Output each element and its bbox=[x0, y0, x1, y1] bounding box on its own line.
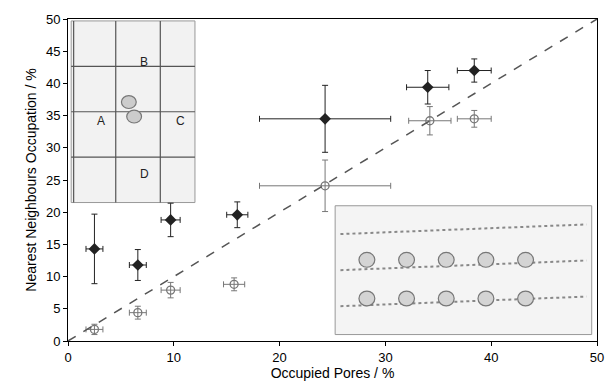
svg-text:Nearest Neighbours Occupation: Nearest Neighbours Occupation / % bbox=[23, 68, 39, 291]
svg-text:C: C bbox=[176, 114, 185, 128]
svg-text:35: 35 bbox=[46, 108, 60, 123]
svg-text:0: 0 bbox=[64, 350, 71, 365]
svg-text:30: 30 bbox=[46, 140, 60, 155]
svg-text:20: 20 bbox=[272, 350, 286, 365]
svg-text:Occupied Pores / %: Occupied Pores / % bbox=[271, 365, 395, 381]
svg-text:40: 40 bbox=[484, 350, 498, 365]
svg-text:D: D bbox=[140, 167, 149, 181]
svg-text:20: 20 bbox=[46, 205, 60, 220]
svg-text:30: 30 bbox=[378, 350, 392, 365]
svg-text:25: 25 bbox=[46, 173, 60, 188]
svg-text:15: 15 bbox=[46, 237, 60, 252]
svg-text:5: 5 bbox=[53, 301, 60, 316]
svg-text:50: 50 bbox=[46, 12, 60, 27]
svg-text:40: 40 bbox=[46, 76, 60, 91]
svg-text:0: 0 bbox=[53, 334, 60, 349]
svg-text:10: 10 bbox=[46, 269, 60, 284]
svg-text:50: 50 bbox=[590, 350, 604, 365]
svg-text:45: 45 bbox=[46, 44, 60, 59]
svg-text:B: B bbox=[140, 55, 148, 69]
svg-text:A: A bbox=[97, 114, 105, 128]
svg-text:10: 10 bbox=[167, 350, 181, 365]
